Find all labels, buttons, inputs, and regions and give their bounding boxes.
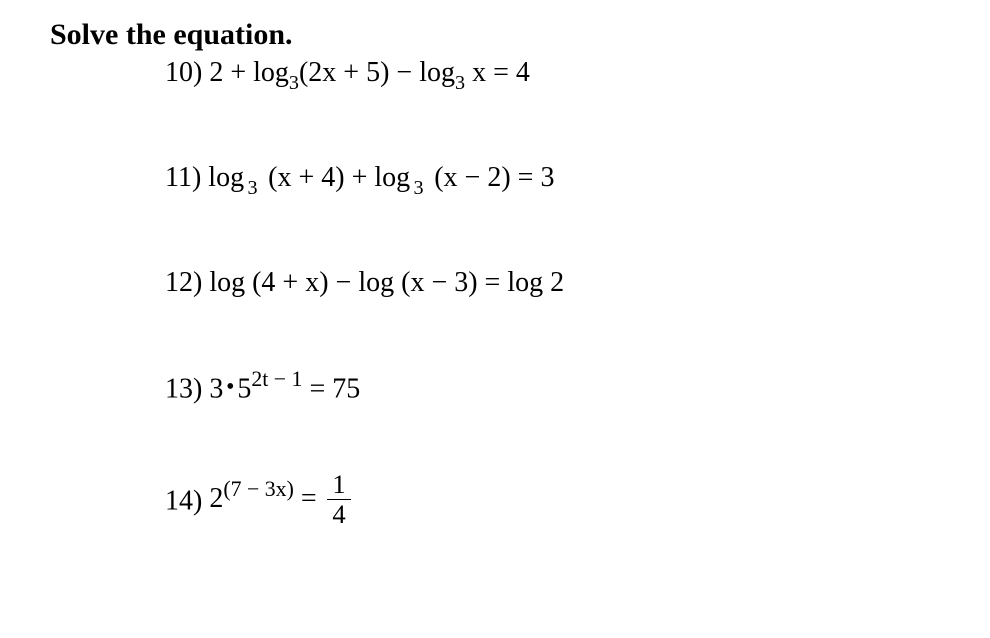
superscript: (7 − 3x) — [223, 477, 294, 501]
problem-14: 14) 2(7 − 3x) = 14 — [165, 475, 990, 531]
multiply-dot: • — [223, 374, 237, 400]
subscript: 3 — [247, 177, 257, 199]
problem-number: 12) — [165, 267, 202, 298]
subscript: 3 — [289, 72, 299, 94]
problem-text: (2x + 5) − log — [299, 57, 455, 88]
problem-number: 13) — [165, 374, 202, 405]
problem-number: 10) — [165, 57, 202, 88]
problem-text: 2 + log — [209, 57, 289, 88]
subscript: 3 — [455, 72, 465, 94]
problem-number: 11) — [165, 162, 201, 193]
subscript: 3 — [414, 177, 424, 199]
section-heading: Solve the equation. — [50, 18, 990, 52]
problem-text: (x + 4) + log — [261, 162, 410, 193]
fraction-denominator: 4 — [327, 500, 351, 528]
fraction-numerator: 1 — [327, 471, 351, 500]
problem-text: = — [294, 483, 324, 514]
problem-text: 2 — [209, 483, 223, 514]
problem-text: = 75 — [302, 374, 360, 405]
problem-text: log — [208, 162, 244, 193]
problem-text: 3 — [209, 374, 223, 405]
problem-text: (x − 2) = 3 — [427, 162, 554, 193]
problem-number: 14) — [165, 486, 202, 517]
superscript: 2t − 1 — [251, 367, 302, 391]
problem-text: log (4 + x) − log (x − 3) = log 2 — [209, 267, 564, 298]
problem-12: 12) log (4 + x) − log (x − 3) = log 2 — [165, 268, 990, 299]
problem-13: 13) 3•52t − 1 = 75 — [165, 368, 990, 405]
problem-text: x = 4 — [465, 57, 530, 88]
fraction: 14 — [327, 471, 351, 527]
problem-text: 5 — [237, 374, 251, 405]
problem-11: 11) log3 (x + 4) + log3 (x − 2) = 3 — [165, 163, 990, 198]
problem-10: 10) 2 + log3(2x + 5) − log3 x = 4 — [165, 58, 990, 93]
